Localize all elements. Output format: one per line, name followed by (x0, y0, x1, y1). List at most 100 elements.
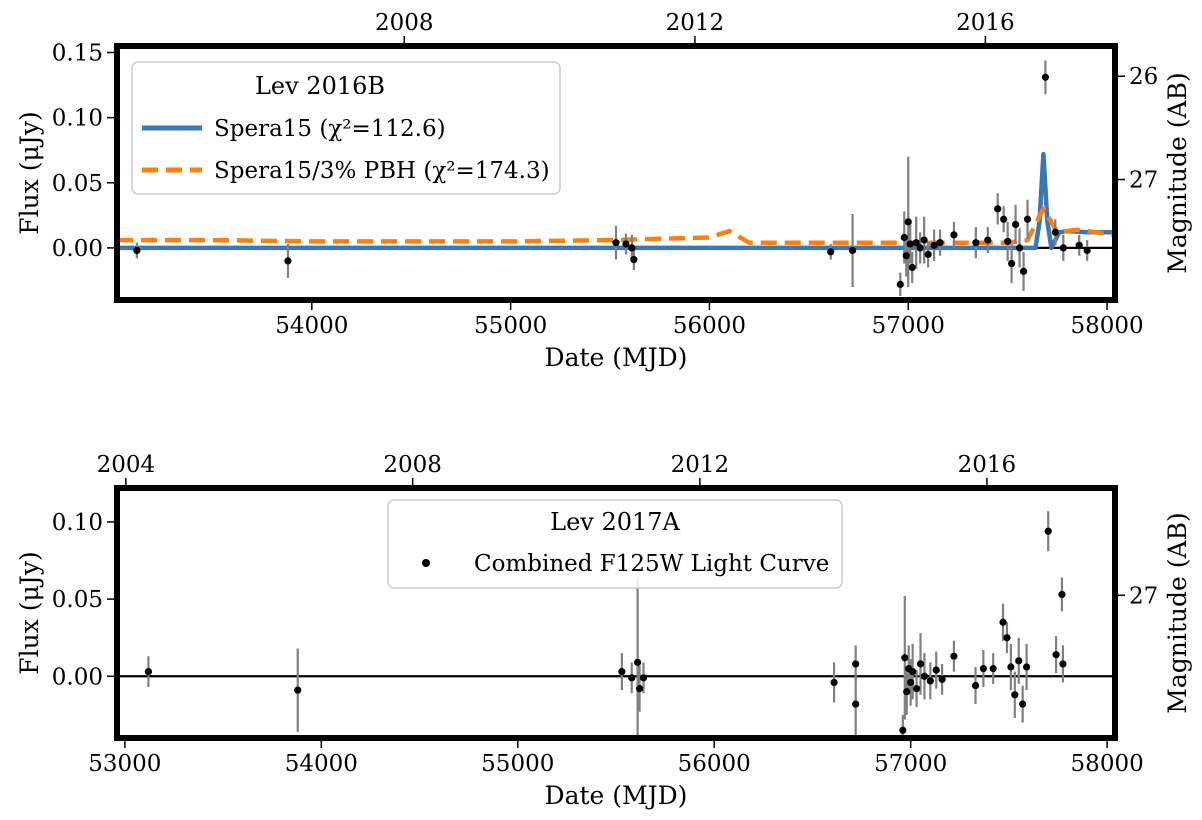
data-point (903, 688, 911, 696)
data-point (1041, 73, 1050, 81)
data-point (1058, 590, 1066, 599)
x-tick-label: 58000 (1070, 313, 1143, 339)
data-point (989, 664, 997, 673)
data-point (1075, 241, 1083, 249)
data-point (901, 654, 909, 662)
x-tick-label: 54000 (285, 751, 358, 777)
legend: Lev 2016B Spera15 (χ²=112.6) Spera15/3% PB… (131, 61, 561, 195)
data-point (984, 236, 992, 244)
data-point (144, 668, 153, 676)
legend-label: Spera15 (χ²=112.6) (214, 116, 446, 142)
data-point (920, 672, 929, 680)
top-tick-label: 2008 (375, 10, 434, 36)
x-tick-label: 58000 (1071, 751, 1144, 777)
data-point (1000, 215, 1008, 223)
data-point (1022, 663, 1031, 671)
data-point (827, 248, 835, 256)
legend-marker (422, 559, 430, 567)
data-point (950, 652, 958, 660)
right-axis-label: Magnitude (AB) (1163, 512, 1192, 713)
data-point (900, 233, 908, 242)
y-tick-label: 0.05 (52, 171, 103, 197)
legend-box (131, 61, 561, 195)
legend-title: Lev 2016B (255, 72, 385, 100)
y-tick-label: 0.10 (52, 106, 103, 132)
data-point (950, 231, 958, 239)
data-point (999, 618, 1007, 626)
y-tick-label: 0.05 (52, 587, 103, 613)
data-point (1007, 663, 1015, 671)
y-tick-label: 0.00 (52, 236, 103, 262)
x-tick-label: 57000 (874, 751, 947, 777)
data-point (622, 240, 630, 248)
data-point (284, 257, 292, 265)
data-point (852, 700, 860, 708)
top-tick-label: 2016 (958, 452, 1017, 478)
data-point (634, 658, 642, 666)
data-point (1008, 259, 1016, 268)
data-point (896, 280, 904, 288)
data-point (1015, 244, 1024, 252)
data-point (926, 677, 934, 685)
top-tick-label: 2008 (383, 452, 442, 478)
data-point (1059, 244, 1067, 252)
data-point (971, 681, 980, 690)
data-point (133, 246, 141, 255)
y-axis-label: Flux (μJy) (15, 551, 44, 674)
data-point (916, 244, 924, 252)
data-point (979, 664, 987, 673)
data-point (1015, 657, 1023, 665)
data-point (628, 674, 636, 682)
data-point (1051, 228, 1059, 236)
data-point (932, 666, 940, 674)
chart-panel-1: 54000 55000 56000 57000 58000 2008 2012 2016 0.0… (15, 10, 1192, 372)
data-point (1023, 215, 1032, 223)
x-tick-label: 56000 (673, 313, 746, 339)
legend: Lev 2017A Combined F125W Light Curve (387, 499, 843, 589)
data-point (294, 686, 302, 694)
chart-panel-2: 53000 54000 55000 56000 57000 58000 2004 2008 20… (15, 452, 1192, 810)
top-tick-label: 2012 (666, 10, 725, 36)
y-tick-label: 0.10 (52, 510, 103, 536)
axes-frame (114, 43, 1118, 303)
data-point (1011, 691, 1019, 699)
data-point (1011, 220, 1020, 229)
data-point (912, 239, 920, 247)
data-point (909, 668, 917, 676)
x-axis-label: Date (MJD) (545, 343, 688, 372)
data-point (912, 685, 921, 693)
data-point (1059, 660, 1067, 668)
data-point (830, 678, 838, 687)
data-point (1052, 651, 1060, 659)
data-point (938, 675, 946, 683)
x-tick-label: 55000 (481, 751, 554, 777)
data-point (907, 678, 915, 687)
data-point (852, 660, 860, 668)
x-tick-label: 56000 (678, 751, 751, 777)
data-point (924, 250, 932, 259)
y-tick-label: 0.00 (52, 664, 103, 690)
data-point (1019, 700, 1027, 708)
data-point (930, 241, 938, 249)
data-point (972, 239, 980, 247)
axes-frame (114, 485, 1118, 741)
x-tick-label: 57000 (872, 313, 945, 339)
data-point (635, 685, 644, 693)
data-point (916, 660, 925, 668)
data-point (1044, 527, 1052, 535)
x-tick-label: 53000 (88, 751, 161, 777)
plot-area (117, 511, 1115, 738)
top-tick-label: 2004 (97, 452, 156, 478)
data-point (902, 252, 910, 260)
x-axis-label: Date (MJD) (545, 781, 688, 810)
legend-title: Lev 2017A (550, 508, 680, 536)
data-point (618, 668, 626, 676)
legend-box (387, 499, 843, 589)
data-point (1083, 246, 1091, 255)
data-point (1003, 634, 1011, 642)
legend-label: Combined F125W Light Curve (474, 551, 829, 577)
data-point (906, 240, 914, 248)
top-tick-label: 2012 (671, 452, 730, 478)
data-point (639, 674, 648, 682)
top-tick-label: 2016 (956, 10, 1015, 36)
